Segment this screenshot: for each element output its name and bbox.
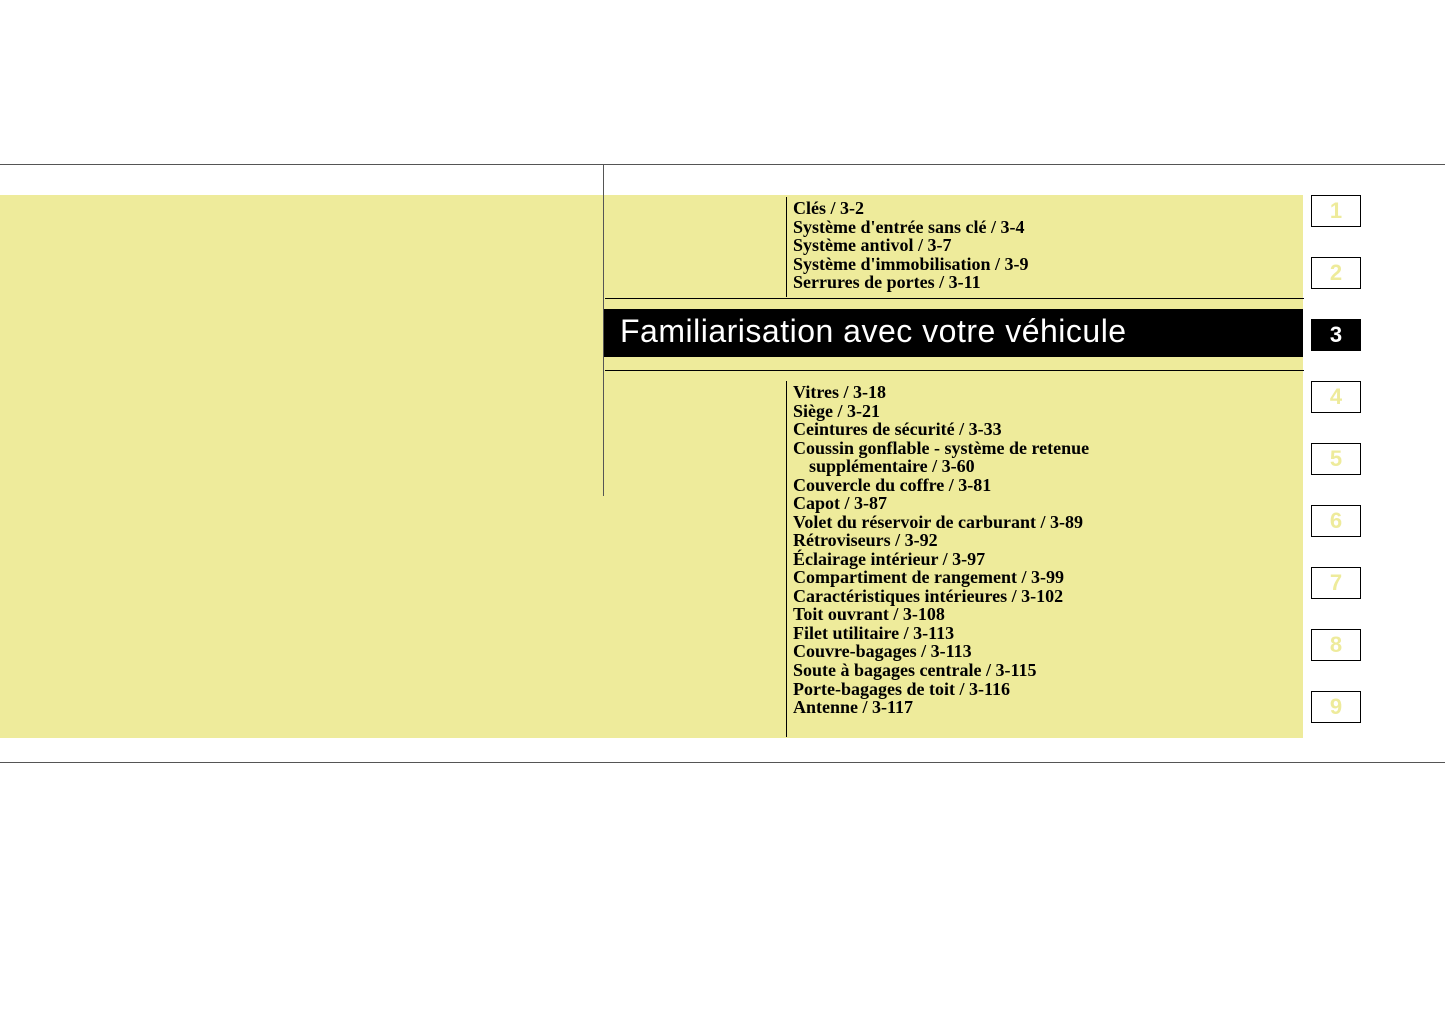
rule-bottom [0,762,1445,763]
chapter-tab-3[interactable]: 3 [1311,319,1361,351]
chapter-tab-9[interactable]: 9 [1311,691,1361,723]
toc-entry: Couvercle du coffre / 3-81 [793,476,1223,495]
toc-entry: Système antivol / 3-7 [793,236,1223,255]
toc-entry: Clés / 3-2 [793,199,1223,218]
toc-entry: Filet utilitaire / 3-113 [793,624,1223,643]
toc-entry: Toit ouvrant / 3-108 [793,605,1223,624]
toc-entry: Coussin gonflable - système de retenue [793,439,1223,458]
chapter-title: Familiarisation avec votre véhicule [620,313,1127,350]
toc-upper: Clés / 3-2Système d'entrée sans clé / 3-… [793,199,1223,292]
toc-lower: Vitres / 3-18Siège / 3-21Ceintures de sé… [793,383,1223,717]
toc-entry: Ceintures de sécurité / 3-33 [793,420,1223,439]
chapter-tab-7[interactable]: 7 [1311,567,1361,599]
toc-entry: Caractéristiques intérieures / 3-102 [793,587,1223,606]
toc-entry: Système d'entrée sans clé / 3-4 [793,218,1223,237]
toc-entry: Rétroviseurs / 3-92 [793,531,1223,550]
chapter-tab-1[interactable]: 1 [1311,195,1361,227]
toc-bottom-rule [786,381,787,737]
toc-entry: Volet du réservoir de carburant / 3-89 [793,513,1223,532]
chapter-tab-2[interactable]: 2 [1311,257,1361,289]
toc-entry: Vitres / 3-18 [793,383,1223,402]
toc-entry: Couvre-bagages / 3-113 [793,642,1223,661]
chapter-tab-4[interactable]: 4 [1311,381,1361,413]
chapter-tab-8[interactable]: 8 [1311,629,1361,661]
toc-entry: Porte-bagages de toit / 3-116 [793,680,1223,699]
toc-entry: supplémentaire / 3-60 [793,457,1223,476]
toc-entry: Antenne / 3-117 [793,698,1223,717]
toc-entry: Système d'immobilisation / 3-9 [793,255,1223,274]
chapter-tab-5[interactable]: 5 [1311,443,1361,475]
toc-entry: Serrures de portes / 3-11 [793,273,1223,292]
title-rule-below [605,370,1304,371]
toc-entry: Siège / 3-21 [793,402,1223,421]
chapter-tab-6[interactable]: 6 [1311,505,1361,537]
chapter-tabs: 1 2 3 4 5 6 7 8 9 [1311,195,1361,753]
toc-top-rule [786,197,787,297]
toc-entry: Soute à bagages centrale / 3-115 [793,661,1223,680]
toc-entry: Capot / 3-87 [793,494,1223,513]
toc-entry: Compartiment de rangement / 3-99 [793,568,1223,587]
rule-top [0,164,1445,165]
title-rule-above [605,298,1304,299]
toc-entry: Éclairage intérieur / 3-97 [793,550,1223,569]
